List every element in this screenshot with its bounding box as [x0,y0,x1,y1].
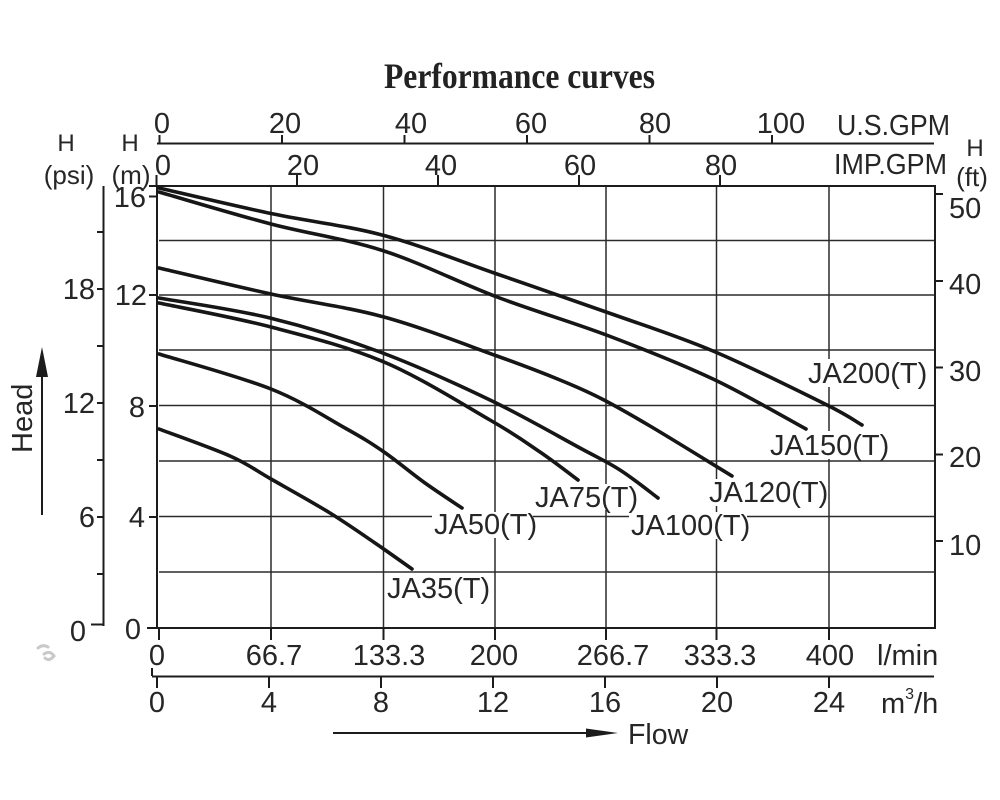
svg-text:H: H [57,130,74,157]
svg-text:400: 400 [806,640,854,672]
svg-text:(psi): (psi) [44,160,95,190]
svg-text:JA100(T): JA100(T) [631,510,750,542]
svg-text:6: 6 [79,502,95,534]
svg-text:30: 30 [949,356,981,388]
svg-text:Head: Head [7,384,39,453]
svg-text:66.7: 66.7 [246,640,302,672]
svg-text:12: 12 [63,388,95,420]
svg-text:80: 80 [705,150,737,182]
svg-text:JA200(T): JA200(T) [808,358,927,390]
svg-text:16: 16 [589,687,621,719]
svg-text:JA35(T): JA35(T) [387,573,490,605]
svg-text:40: 40 [395,108,427,140]
svg-text:50: 50 [949,193,981,225]
svg-text:0: 0 [125,614,141,646]
svg-text:H: H [966,135,983,162]
svg-text:10: 10 [949,530,981,562]
svg-text:JA150(T): JA150(T) [770,430,889,462]
svg-text:JA120(T): JA120(T) [709,477,828,509]
svg-text:JA75(T): JA75(T) [535,482,638,514]
svg-text:60: 60 [564,150,596,182]
svg-text:40: 40 [949,269,981,301]
svg-text:l/min: l/min [877,640,938,672]
svg-text:JA50(T): JA50(T) [434,509,537,541]
svg-text:0: 0 [70,616,86,648]
svg-text:200: 200 [470,640,518,672]
svg-text:IMP.GPM: IMP.GPM [834,149,947,181]
svg-text:133.3: 133.3 [353,640,426,672]
svg-text:60: 60 [515,108,547,140]
svg-text:U.S.GPM: U.S.GPM [837,110,950,142]
svg-text:Performance curves: Performance curves [384,56,655,96]
svg-text:8: 8 [129,392,145,424]
svg-text:40: 40 [425,150,457,182]
svg-text:8: 8 [373,687,389,719]
svg-text:12: 12 [115,280,147,312]
svg-text:333.3: 333.3 [684,640,757,672]
svg-text:0: 0 [149,687,165,719]
svg-text:20: 20 [287,150,319,182]
svg-text:80: 80 [639,108,671,140]
svg-text:18: 18 [63,274,95,306]
svg-text:20: 20 [949,442,981,474]
svg-text:0: 0 [155,150,171,182]
svg-text:0: 0 [154,108,170,140]
svg-text:Flow: Flow [628,719,689,751]
svg-text:20: 20 [269,108,301,140]
svg-text:(m): (m) [112,160,151,190]
svg-text:16: 16 [114,182,146,214]
svg-text:4: 4 [129,502,145,534]
svg-text:20: 20 [701,687,733,719]
svg-text:12: 12 [477,687,509,719]
svg-text:H: H [121,130,138,157]
svg-text:100: 100 [757,108,805,140]
svg-text:(ft): (ft) [956,162,988,192]
svg-text:4: 4 [261,687,277,719]
svg-text:24: 24 [813,687,845,719]
svg-text:0: 0 [149,640,165,672]
svg-text:266.7: 266.7 [577,640,650,672]
